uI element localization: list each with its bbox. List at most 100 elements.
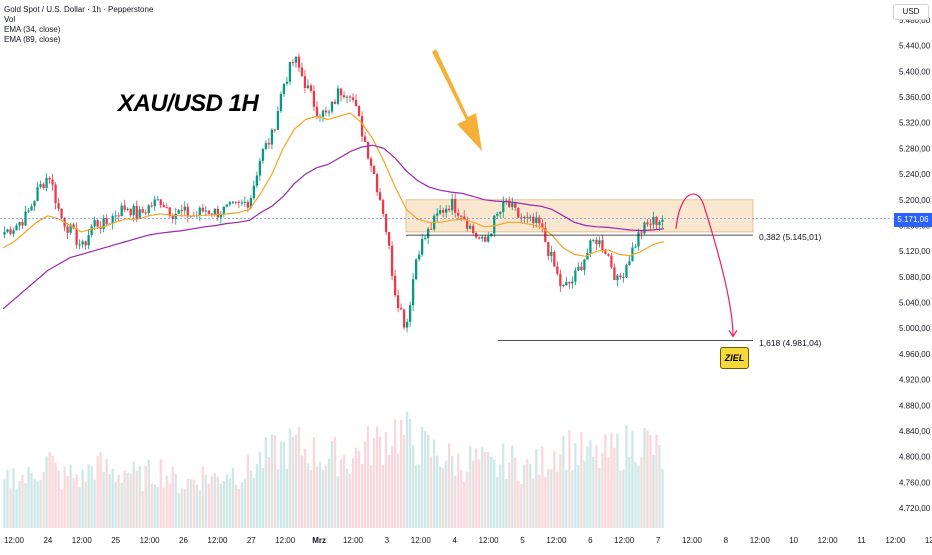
candle-body (198, 207, 201, 216)
symbol-title[interactable]: Gold Spot / U.S. Dollar · 1h · Peppersto… (4, 5, 154, 14)
volume-bar (559, 454, 562, 528)
volume-bar (411, 444, 415, 528)
candle-body (360, 116, 364, 137)
volume-bar (568, 429, 571, 528)
volume-bar (21, 474, 24, 528)
volume-bar (123, 470, 126, 528)
volume-bar (592, 457, 595, 528)
volume-bar (619, 470, 622, 528)
candle-body (183, 206, 186, 211)
indicator-ema89[interactable]: EMA (89, close) (4, 35, 61, 44)
volume-bar (144, 465, 147, 528)
volume-bar (36, 481, 39, 528)
volume-bar (3, 479, 6, 528)
candle-body (535, 217, 538, 223)
indicator-vol[interactable]: Vol (4, 15, 16, 24)
volume-bar (261, 467, 265, 528)
candle-body (141, 209, 144, 213)
volume-bar (360, 463, 364, 528)
volume-bar (661, 469, 664, 528)
volume-bar (183, 488, 186, 528)
candle-body (291, 62, 295, 64)
candle-body (655, 216, 658, 226)
volume-bar (192, 479, 195, 528)
volume-bar (291, 436, 295, 528)
volume-bar (306, 463, 310, 528)
volume-bar (84, 481, 87, 528)
volume-bar (33, 479, 36, 528)
ema89-line (2, 144, 665, 310)
volume-bar (460, 469, 463, 528)
candle-body (601, 240, 604, 251)
volume-bar (372, 437, 376, 528)
volume-bar (565, 469, 568, 528)
projection-arrowhead (728, 330, 738, 338)
candle-body (90, 226, 93, 236)
volume-bar (538, 474, 541, 528)
volume-bar (393, 419, 397, 528)
volume-bar (264, 437, 268, 528)
volume-bar (625, 425, 628, 528)
candle-body (153, 199, 156, 207)
candle-body (445, 208, 448, 213)
candle-body (201, 207, 204, 212)
volume-bar (637, 465, 640, 528)
volume-bar (402, 434, 406, 528)
volume-bar (24, 483, 27, 528)
candle-body (562, 285, 565, 287)
volume-bar (39, 479, 42, 528)
candle-body (132, 205, 135, 216)
volume-bar (427, 434, 430, 528)
volume-bar (69, 465, 72, 528)
volume-bar (532, 478, 535, 528)
volume-bar (318, 462, 322, 528)
volume-bar (252, 477, 256, 528)
candle-body (18, 222, 21, 226)
volume-bar (102, 472, 105, 528)
indicator-ema34[interactable]: EMA (34, close) (4, 25, 61, 34)
candle-body (87, 235, 90, 246)
volume-bar (433, 439, 436, 528)
time-tick-label: 12:00 (885, 536, 906, 545)
time-tick-label: 5 (520, 536, 525, 545)
volume-bar (324, 465, 328, 528)
volume-bar (601, 452, 604, 528)
price-tick-label: 4.800,00 (899, 453, 931, 462)
candle-body (222, 206, 225, 215)
currency-unit-button[interactable]: USD (893, 4, 929, 20)
candle-body (589, 240, 592, 253)
volume-bar (219, 483, 222, 528)
candle-body (448, 208, 451, 211)
volume-bar (420, 427, 424, 528)
candle-body (553, 251, 556, 267)
volume-bar (622, 469, 625, 528)
candle-body (216, 208, 219, 218)
time-tick-label: 12:00 (4, 536, 25, 545)
volume-bar (583, 460, 586, 528)
volume-bar (375, 426, 379, 528)
price-tick-label: 5.280,00 (899, 144, 931, 153)
projection-path (675, 193, 734, 337)
candle-body (634, 246, 637, 248)
volume-bar (535, 449, 538, 528)
candle-body (84, 241, 87, 246)
volume-bar (138, 465, 141, 528)
volume-bar (384, 432, 388, 528)
volume-bar (649, 434, 652, 528)
candle-body (484, 236, 487, 242)
candle-body (81, 241, 84, 245)
candle-body (93, 220, 96, 227)
candle-body (228, 202, 231, 205)
volume-bar (72, 477, 75, 528)
candle-body (126, 208, 129, 210)
candle-body (378, 192, 382, 201)
candle-body (478, 237, 481, 239)
candle-body (472, 225, 475, 234)
time-tick-label: 12:00 (72, 536, 93, 545)
candle-body (171, 216, 174, 220)
candle-body (345, 96, 349, 98)
candle-body (204, 210, 207, 212)
candle-body (646, 222, 649, 225)
volume-bar (297, 427, 301, 528)
